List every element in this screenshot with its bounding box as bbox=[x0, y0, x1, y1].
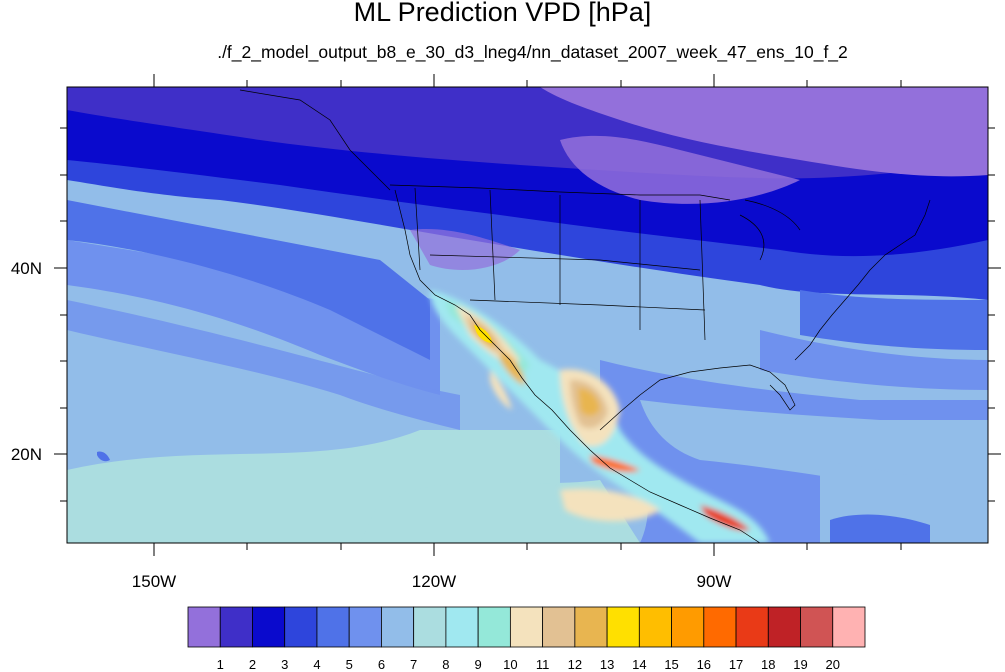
colorbar-label: 16 bbox=[697, 657, 711, 672]
colorbar-swatch bbox=[832, 606, 866, 648]
colorbar-label: 20 bbox=[826, 657, 840, 672]
colorbar-swatch bbox=[316, 606, 350, 648]
colorbar-swatch bbox=[800, 606, 834, 648]
colorbar-swatch bbox=[735, 606, 769, 648]
lon-label-120w: 120W bbox=[412, 572, 456, 591]
colorbar-label: 17 bbox=[729, 657, 743, 672]
lat-label-40n: 40N bbox=[11, 259, 42, 278]
map-subtitle: ./f_2_model_output_b8_e_30_d3_lneg4/nn_d… bbox=[217, 42, 848, 62]
colorbar-label: 3 bbox=[281, 657, 288, 672]
vpd-field bbox=[67, 87, 988, 543]
colorbar-swatch bbox=[703, 606, 737, 648]
colorbar-swatch bbox=[219, 606, 253, 648]
colorbar-label: 8 bbox=[442, 657, 449, 672]
colorbar-label: 1 bbox=[217, 657, 224, 672]
colorbar-swatch bbox=[284, 606, 318, 648]
colorbar-swatch bbox=[348, 606, 382, 648]
colorbar-label: 12 bbox=[568, 657, 582, 672]
colorbar-swatch bbox=[413, 606, 447, 648]
colorbar-swatch bbox=[252, 606, 286, 648]
coastlines bbox=[389, 184, 931, 543]
colorbar-swatch bbox=[671, 606, 705, 648]
colorbar-label: 4 bbox=[313, 657, 320, 672]
colorbar-label: 9 bbox=[475, 657, 482, 672]
colorbar-label: 15 bbox=[664, 657, 678, 672]
colorbar-label: 5 bbox=[346, 657, 353, 672]
colorbar-swatch bbox=[542, 606, 576, 648]
colorbar-swatch bbox=[509, 606, 544, 648]
lat-label-20n: 20N bbox=[11, 445, 42, 464]
colorbar-label: 7 bbox=[410, 657, 417, 672]
colorbar-label: 11 bbox=[536, 657, 550, 672]
map-ticks bbox=[54, 74, 1001, 556]
lon-label-90w: 90W bbox=[697, 572, 732, 591]
colorbar-label: 18 bbox=[761, 657, 775, 672]
colorbar-label: 14 bbox=[632, 657, 646, 672]
colorbar-swatch bbox=[187, 606, 221, 648]
colorbar-label: 6 bbox=[378, 657, 385, 672]
colorbar-label: 2 bbox=[249, 657, 256, 672]
colorbar-swatch bbox=[574, 606, 608, 648]
colorbar-swatch bbox=[445, 606, 479, 648]
colorbar-swatch bbox=[638, 606, 672, 648]
colorbar-swatch bbox=[767, 606, 801, 648]
map-title: ML Prediction VPD [hPa] bbox=[353, 0, 652, 27]
colorbar-swatch bbox=[381, 606, 415, 648]
colorbar-label: 13 bbox=[600, 657, 614, 672]
colorbar-swatch bbox=[606, 606, 640, 648]
colorbar-label: 19 bbox=[793, 657, 807, 672]
colorbar-label: 10 bbox=[503, 657, 517, 672]
lon-label-150w: 150W bbox=[132, 572, 176, 591]
colorbar: 1 2 3 4 5 6 7 8 9 10 11 12 13 14 15 16 17 18 19 20 bbox=[187, 606, 866, 672]
colorbar-swatch bbox=[477, 606, 511, 648]
